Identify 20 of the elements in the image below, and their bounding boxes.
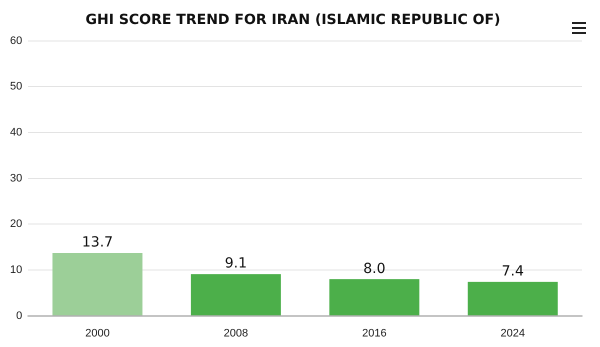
chart-title: GHI SCORE TREND FOR IRAN (ISLAMIC REPUBLIC OF) <box>86 12 500 28</box>
data-label: 9.1 <box>224 256 248 272</box>
bar <box>52 253 142 316</box>
data-label: 8.0 <box>363 260 386 277</box>
bar <box>468 282 558 316</box>
x-tick-label: 2000 <box>85 327 110 340</box>
x-tick-label: 2016 <box>362 327 387 340</box>
data-label: 13.7 <box>82 234 114 251</box>
y-tick-label: 40 <box>10 126 22 138</box>
y-tick-label: 0 <box>16 310 22 322</box>
y-tick-label: 10 <box>10 264 22 276</box>
x-tick-label: 2008 <box>224 327 248 340</box>
y-tick-label: 60 <box>10 34 22 47</box>
y-tick-label: 20 <box>10 218 22 230</box>
bar <box>329 279 420 316</box>
y-tick-label: 30 <box>10 172 22 184</box>
data-label: 7.4 <box>502 264 524 280</box>
bar <box>190 274 281 316</box>
y-tick-label: 50 <box>10 80 22 93</box>
x-tick-label: 2024 <box>500 327 526 340</box>
